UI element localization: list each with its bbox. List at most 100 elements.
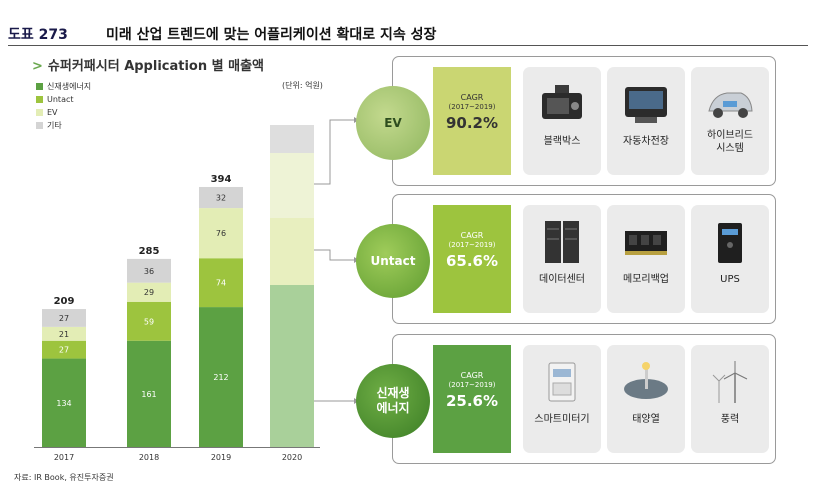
server-rack-icon	[545, 221, 579, 263]
bar-segment	[42, 340, 86, 359]
legend-label: Untact	[47, 95, 74, 104]
app-label: 블랙박스	[543, 136, 581, 147]
bar-segment	[127, 282, 171, 302]
car-dashboard-icon	[625, 87, 667, 123]
cagr-period: (2017~2019)	[448, 103, 496, 111]
app-card-ups: UPS	[691, 205, 769, 313]
chevron-right-icon: >	[32, 59, 43, 74]
app-card-solar-thermal: 태양열	[607, 345, 685, 453]
connector-line	[314, 249, 354, 261]
dashcam-icon	[542, 85, 582, 119]
legend-label: EV	[47, 108, 58, 117]
memory-module-icon	[625, 231, 667, 255]
total-label: 394	[211, 174, 232, 185]
legend-item: 신재생에너지	[36, 80, 91, 93]
renewable-panel: CAGR (2017~2019) 25.6% 스마트미터기 태양열 풍력	[392, 334, 776, 464]
cagr-period: (2017~2019)	[448, 241, 496, 249]
data-label: 27	[59, 314, 69, 323]
chart-legend: 신재생에너지 Untact EV 기타	[36, 80, 91, 132]
app-card-wind-power: 풍력	[691, 345, 769, 453]
bar-segment	[127, 340, 171, 447]
ups-icon	[718, 223, 742, 263]
app-label: 자동차전장	[623, 136, 669, 147]
legend-item: Untact	[36, 93, 91, 106]
bar-segment	[199, 258, 243, 308]
cagr-value: 65.6%	[445, 252, 499, 270]
data-label: 36	[144, 267, 154, 276]
total-label: 209	[54, 296, 75, 307]
solar-thermal-icon	[624, 362, 668, 399]
unit-label: (단위: 억원)	[282, 81, 323, 90]
bar-segment	[42, 358, 86, 447]
cagr-period: (2017~2019)	[448, 381, 496, 389]
bar-segment	[270, 218, 314, 285]
data-label: 27	[59, 346, 69, 355]
circle-label: 신재생 에너지	[376, 386, 410, 415]
cagr-box: CAGR (2017~2019) 65.6%	[433, 205, 511, 313]
data-label: 134	[56, 399, 71, 408]
x-tick-label: 2017	[54, 453, 74, 462]
bar-segment	[270, 285, 314, 447]
legend-swatch	[36, 109, 43, 116]
data-label: 32	[216, 194, 226, 203]
cagr-box: CAGR (2017~2019) 25.6%	[433, 345, 511, 453]
bar-segment	[199, 208, 243, 259]
legend-swatch	[36, 96, 43, 103]
wind-turbine-icon	[712, 361, 748, 403]
data-label: 161	[141, 390, 156, 399]
figure-number: 도표 273	[8, 27, 68, 43]
bar-segment	[42, 326, 86, 341]
x-tick-label: 2020	[282, 453, 302, 462]
bar-segment	[127, 301, 171, 341]
renewable-circle: 신재생 에너지	[356, 364, 430, 438]
circle-label: Untact	[370, 253, 416, 268]
bar-segment	[199, 307, 243, 447]
header-divider	[8, 45, 808, 46]
app-label: 데이터센터	[539, 274, 585, 285]
figure-title: 미래 산업 트렌드에 맞는 어플리케이션 확대로 지속 성장	[106, 27, 437, 43]
app-label: 태양열	[632, 414, 660, 425]
legend-item: 기타	[36, 119, 91, 132]
legend-label: 신재생에너지	[47, 82, 92, 91]
app-card-data-center: 데이터센터	[523, 205, 601, 313]
cagr-label: CAGR	[460, 231, 484, 240]
cagr-value: 90.2%	[445, 114, 499, 132]
smart-meter-icon	[548, 362, 576, 402]
cagr-label: CAGR	[460, 371, 484, 380]
bar-segment	[270, 125, 314, 153]
data-label: 74	[216, 279, 226, 288]
data-label: 29	[144, 288, 154, 297]
app-label: 스마트미터기	[534, 414, 590, 425]
x-tick-label: 2018	[139, 453, 159, 462]
app-label: 메모리백업	[623, 274, 669, 285]
app-card-car-electronics: 자동차전장	[607, 67, 685, 175]
ev-panel: CAGR (2017~2019) 90.2% 블랙박스 자동차전장 하이브리드 …	[392, 56, 776, 186]
data-label: 21	[59, 330, 69, 339]
app-label: UPS	[720, 274, 740, 285]
legend-item: EV	[36, 106, 91, 119]
chart-subtitle: > 슈퍼커패시터 Application 별 매출액	[32, 55, 264, 74]
app-label: 풍력	[720, 414, 740, 425]
legend-swatch	[36, 122, 43, 129]
bar-segment	[270, 153, 314, 218]
data-label: 59	[144, 317, 154, 326]
data-label: 76	[216, 229, 226, 238]
hybrid-car-icon	[708, 92, 753, 118]
app-card-dashcam: 블랙박스	[523, 67, 601, 175]
app-card-hybrid-system: 하이브리드 시스템	[691, 67, 769, 175]
x-tick-label: 2019	[211, 453, 231, 462]
data-label: 212	[213, 373, 228, 382]
circle-label: EV	[384, 115, 402, 130]
connector-line	[314, 119, 354, 185]
untact-circle: Untact	[356, 224, 430, 298]
ev-circle: EV	[356, 86, 430, 160]
bar-segment	[42, 309, 86, 327]
bar-segment	[127, 258, 171, 283]
total-label: 285	[139, 246, 160, 257]
subtitle-text: 슈퍼커패시터 Application 별 매출액	[47, 59, 265, 74]
legend-label: 기타	[47, 121, 62, 130]
source-note: 자료: IR Book, 유진투자증권	[14, 473, 114, 482]
cagr-value: 25.6%	[445, 392, 499, 410]
app-card-memory-backup: 메모리백업	[607, 205, 685, 313]
